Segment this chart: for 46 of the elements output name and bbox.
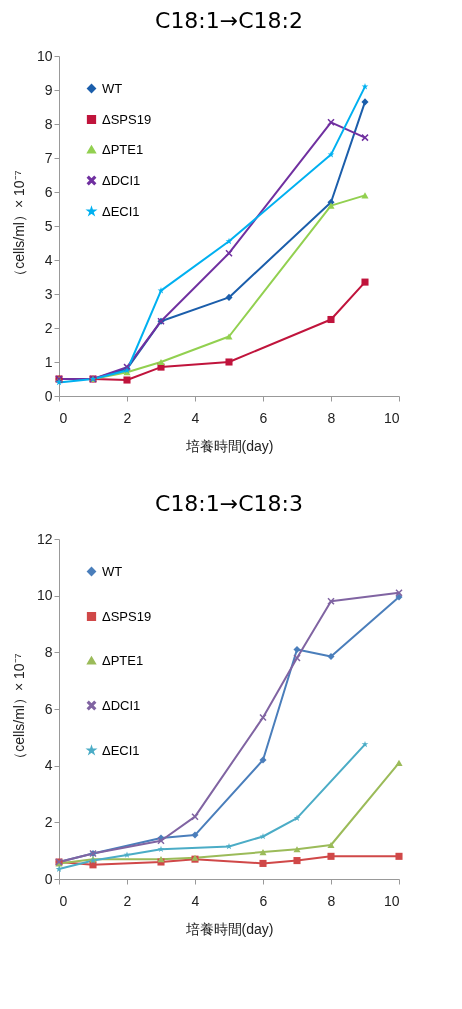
x-tick-label: 4: [191, 892, 200, 909]
legend-label: ΔPTE1: [102, 652, 144, 668]
y-tick-label: 0: [44, 387, 53, 404]
legend-label: ΔPTE1: [102, 141, 144, 157]
legend-label: ΔSPS19: [102, 111, 152, 127]
y-tick-label: 7: [44, 149, 53, 166]
x-axis-title: 培養時間(day): [184, 920, 274, 937]
y-tick-label: 0: [44, 870, 53, 887]
x-tick-label: 0: [59, 892, 68, 909]
y-axis-title: （cells/ml）× 10⁻⁷: [10, 653, 27, 766]
chart-title: C18:1→C18:2: [155, 8, 303, 33]
y-tick-label: 9: [44, 81, 53, 98]
y-axis-title: （cells/ml）× 10⁻⁷: [10, 170, 27, 283]
legend-label: ΔDCI1: [102, 172, 141, 188]
legend-label: ΔECI1: [102, 203, 140, 219]
x-tick-label: 2: [123, 409, 132, 426]
legend-label: ΔDCI1: [102, 697, 141, 713]
y-tick-label: 2: [44, 319, 53, 336]
y-tick-label: 3: [44, 285, 53, 302]
y-tick-label: 8: [44, 115, 53, 132]
x-tick-label: 0: [59, 409, 68, 426]
x-tick-label: 6: [259, 892, 268, 909]
y-tick-label: 8: [44, 643, 53, 660]
y-tick-label: 2: [44, 813, 53, 830]
y-tick-label: 12: [36, 530, 53, 547]
y-tick-label: 4: [44, 757, 53, 774]
x-tick-label: 8: [327, 409, 336, 426]
chart-title: C18:1→C18:3: [155, 491, 303, 516]
y-tick-label: 10: [36, 47, 53, 64]
y-tick-label: 6: [44, 700, 53, 717]
y-tick-label: 1: [44, 353, 53, 370]
x-tick-label: 4: [191, 409, 200, 426]
x-tick-label: 10: [383, 409, 400, 426]
legend-label: ΔSPS19: [102, 608, 152, 624]
y-tick-label: 4: [44, 251, 53, 268]
y-tick-label: 10: [36, 587, 53, 604]
legend-label: WT: [102, 563, 123, 579]
legend-label: ΔECI1: [102, 742, 140, 758]
x-tick-label: 8: [327, 892, 336, 909]
x-tick-label: 2: [123, 892, 132, 909]
y-tick-label: 5: [44, 217, 53, 234]
x-tick-label: 6: [259, 409, 268, 426]
legend-label: WT: [102, 80, 123, 96]
x-axis-title: 培養時間(day): [184, 437, 274, 454]
x-tick-label: 10: [383, 892, 400, 909]
y-tick-label: 6: [44, 183, 53, 200]
